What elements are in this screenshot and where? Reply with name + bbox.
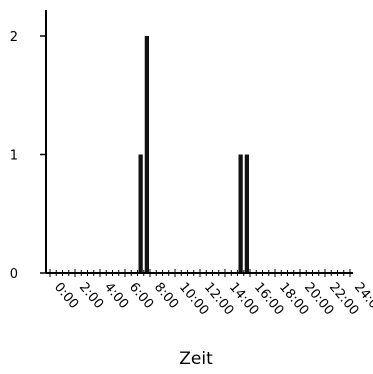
- x-tick-label-3: 6:00: [126, 280, 156, 312]
- x-tick-label-1: 2:00: [76, 280, 106, 312]
- x-tick-label-4: 8:00: [151, 280, 181, 312]
- y-tick-label-2: 2: [10, 30, 18, 45]
- bar-0: [138, 154, 143, 273]
- bar-3: [244, 154, 249, 273]
- y-tick-label-0: 0: [10, 267, 18, 282]
- y-ticks: 0 1 2: [10, 30, 46, 282]
- bars: [138, 36, 249, 273]
- x-tick-label-2: 4:00: [101, 280, 131, 312]
- bar-1: [144, 36, 149, 273]
- x-ticks: 0:002:004:006:008:0010:0012:0014:0016:00…: [49, 269, 373, 318]
- x-tick-label-0: 0:00: [51, 280, 81, 312]
- x-axis-title: Zeit: [179, 349, 213, 369]
- bar-2: [238, 154, 243, 273]
- y-tick-label-1: 1: [10, 149, 18, 164]
